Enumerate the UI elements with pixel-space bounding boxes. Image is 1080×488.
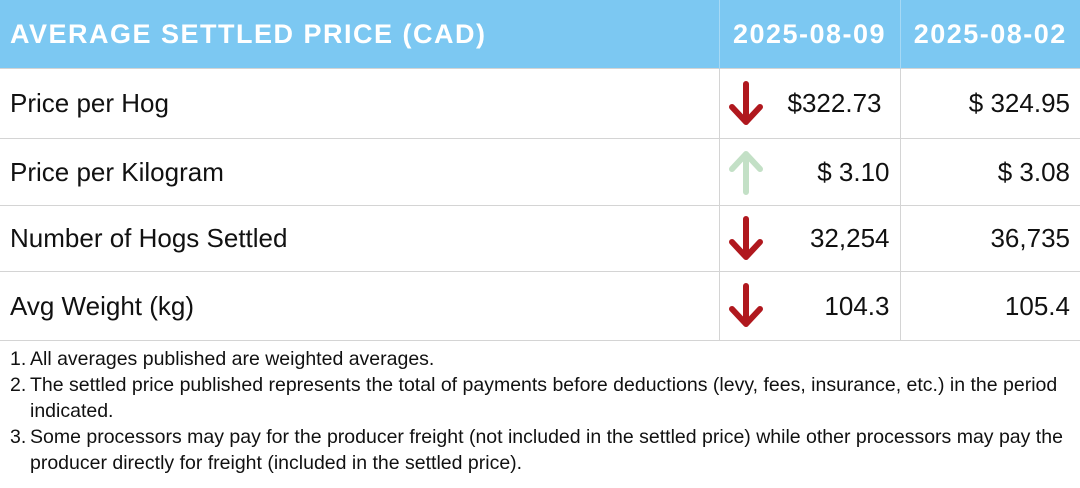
table-row: Price per Kilogram $ 3.10 $ 3.08 <box>0 138 1080 206</box>
footnote: 1. All averages published are weighted a… <box>10 346 1070 372</box>
previous-value: $ 324.95 <box>899 68 1080 139</box>
previous-value: $ 3.08 <box>899 138 1080 206</box>
current-value-cell: 104.3 <box>718 271 901 341</box>
row-label: Price per Kilogram <box>0 138 720 206</box>
table-row: Price per Hog $322.73 $ 324.95 <box>0 68 1080 139</box>
table-row: Avg Weight (kg) 104.3 105.4 <box>0 271 1080 341</box>
row-label: Avg Weight (kg) <box>0 271 720 341</box>
arrow-down-icon <box>728 283 763 327</box>
table-title: AVERAGE SETTLED PRICE (CAD) <box>0 0 719 69</box>
footnote: 3. Some processors may pay for the produ… <box>10 424 1070 476</box>
footnote-text: The settled price published represents t… <box>30 374 1058 422</box>
current-value: $ 3.10 <box>817 156 890 187</box>
current-value: 32,254 <box>809 223 890 253</box>
previous-value: 36,735 <box>899 205 1080 272</box>
column-header-current: 2025-08-09 <box>718 0 900 69</box>
column-header-previous: 2025-08-02 <box>899 0 1080 69</box>
arrow-up-icon <box>728 151 763 195</box>
row-label: Price per Hog <box>0 68 720 139</box>
arrow-down-icon <box>728 80 763 125</box>
footnote-text: All averages published are weighted aver… <box>30 348 435 370</box>
current-value-cell: $ 3.10 <box>718 138 901 206</box>
previous-value: 105.4 <box>899 271 1080 341</box>
footnote-number: 1. <box>10 348 27 370</box>
row-label: Number of Hogs Settled <box>0 205 720 272</box>
footnote-number: 2. <box>10 374 27 396</box>
settled-price-table: AVERAGE SETTLED PRICE (CAD) 2025-08-09 2… <box>0 0 1080 341</box>
current-value: $322.73 <box>787 88 882 118</box>
footnote-number: 3. <box>10 426 27 448</box>
footnote-text: Some processors may pay for the producer… <box>30 426 1063 474</box>
footnotes: 1. All averages published are weighted a… <box>10 346 1070 476</box>
table-row: Number of Hogs Settled 32,254 36,735 <box>0 205 1080 272</box>
current-value-cell: $322.73 <box>718 68 901 139</box>
footnote: 2. The settled price published represent… <box>10 372 1070 424</box>
table-header-row: AVERAGE SETTLED PRICE (CAD) 2025-08-09 2… <box>0 0 1080 69</box>
current-value-cell: 32,254 <box>718 205 901 272</box>
current-value: 104.3 <box>824 290 890 321</box>
arrow-down-icon <box>728 215 763 260</box>
